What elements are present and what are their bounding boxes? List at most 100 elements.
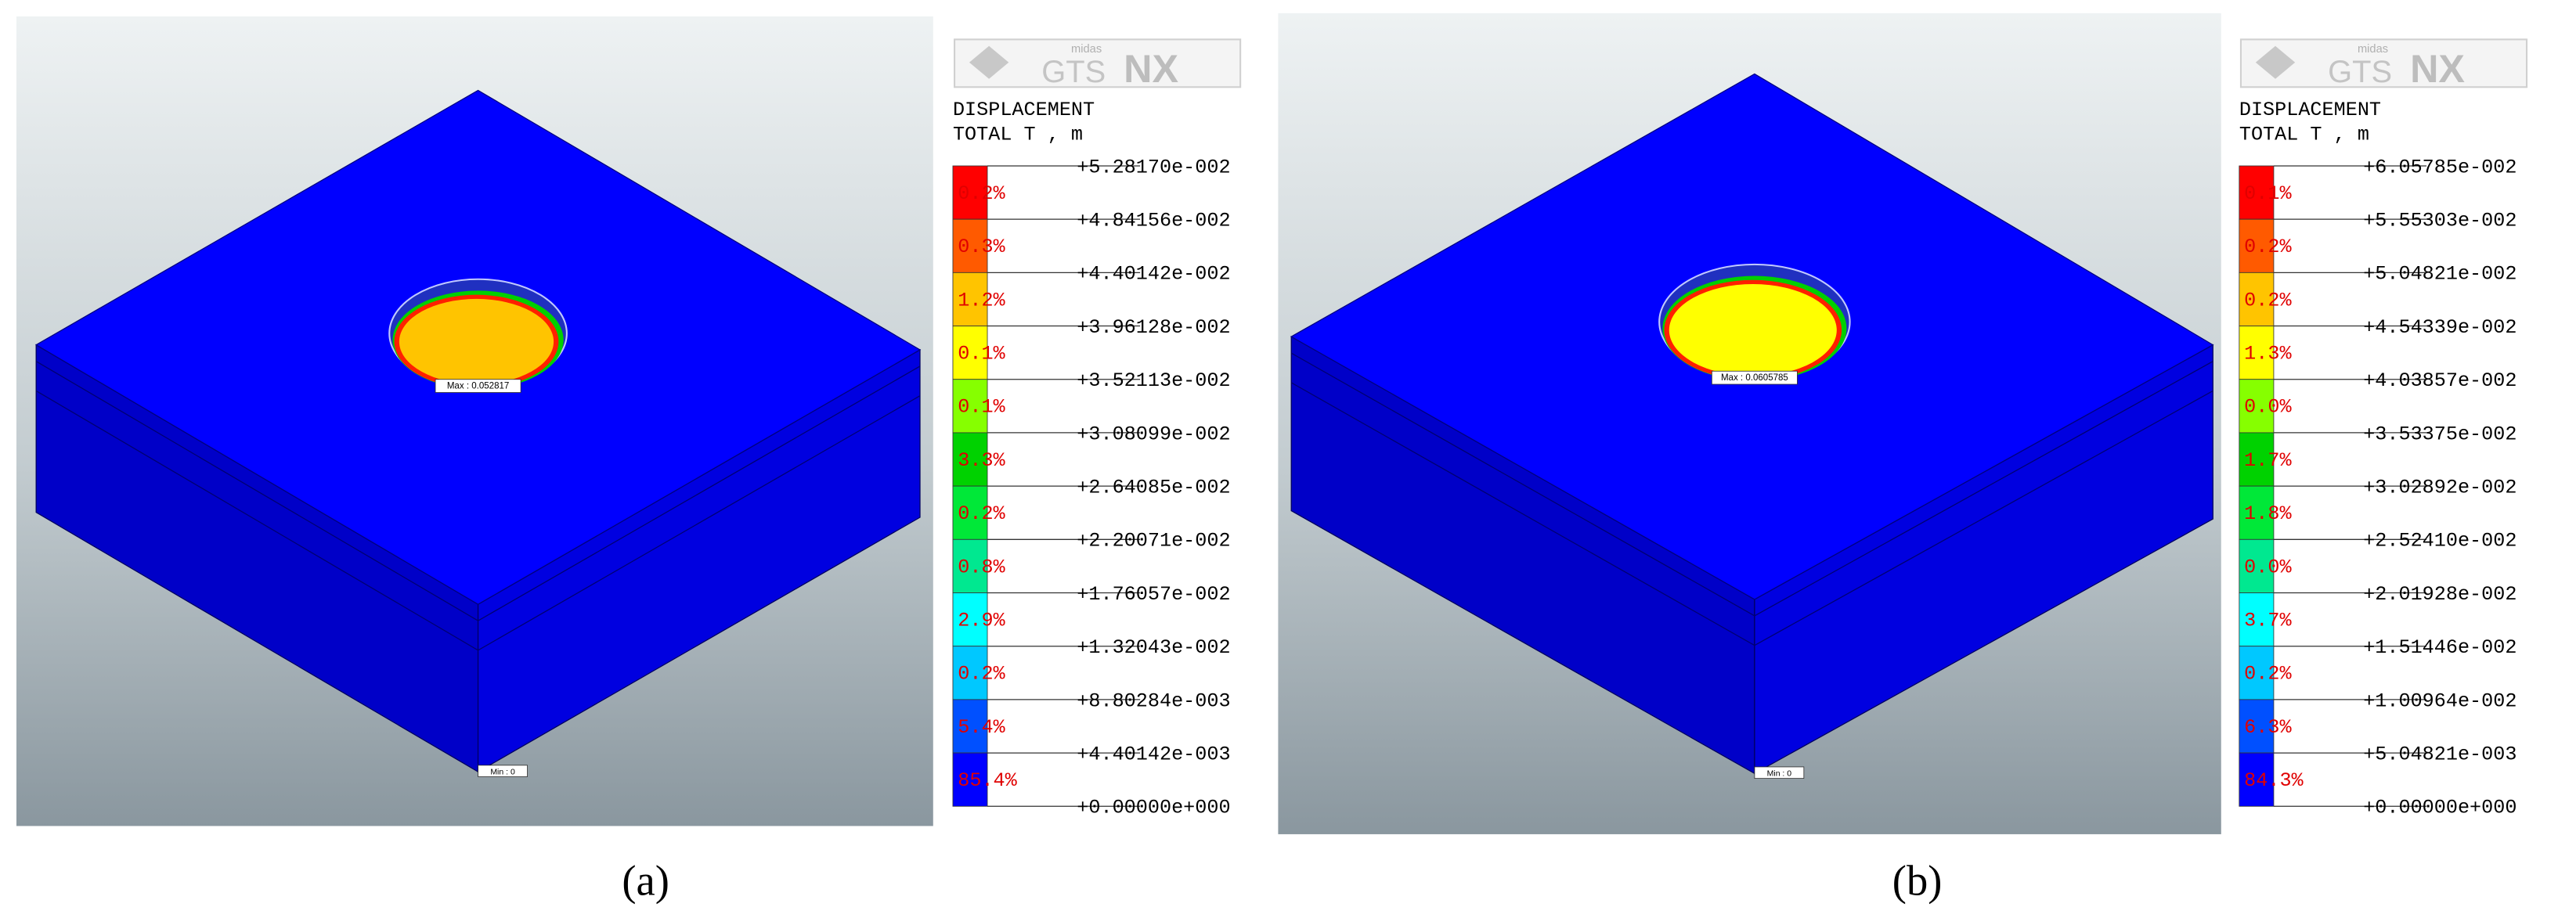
legend-subtitle: TOTAL T , m bbox=[2239, 123, 2369, 146]
min-tag bbox=[1754, 766, 1805, 779]
legend-title: DISPLACEMENT bbox=[2239, 99, 2381, 121]
legend-percentage: 0.1% bbox=[2244, 182, 2292, 205]
legend-level: +3.02892e-002 bbox=[2363, 477, 2516, 499]
layer-line bbox=[35, 390, 921, 651]
min-label: Min : 0 bbox=[490, 768, 515, 776]
legend-percentage: 0.3% bbox=[958, 236, 1005, 258]
legend-level: +2.20071e-002 bbox=[1077, 530, 1230, 553]
legend-band bbox=[952, 538, 988, 593]
legend-band bbox=[952, 272, 988, 326]
legend-band bbox=[952, 485, 988, 540]
legend-level: +3.52113e-002 bbox=[1077, 369, 1230, 392]
logo-suffix: NX bbox=[2410, 46, 2465, 91]
legend-level: +4.84156e-002 bbox=[1077, 210, 1230, 232]
legend-percentage: 0.2% bbox=[958, 663, 1005, 686]
legend-level: +3.53375e-002 bbox=[2363, 423, 2516, 445]
legend-subtitle: TOTAL T , m bbox=[953, 123, 1083, 146]
logo-product: GTS bbox=[2328, 55, 2392, 89]
legend-background bbox=[940, 16, 1252, 826]
legend-level: +2.52410e-002 bbox=[2363, 530, 2516, 553]
legend-percentage: 0.2% bbox=[2244, 236, 2292, 258]
legend-percentage: 3.3% bbox=[958, 449, 1005, 472]
legend-percentage: 2.9% bbox=[958, 609, 1005, 632]
legend-band bbox=[952, 379, 988, 434]
legend-percentage: 0.2% bbox=[2244, 289, 2292, 311]
legend-level: +4.54339e-002 bbox=[2363, 316, 2516, 339]
max-tag bbox=[435, 379, 521, 393]
logo-suffix: NX bbox=[1124, 46, 1178, 91]
legend-band bbox=[2239, 326, 2275, 380]
legend-percentage: 0.0% bbox=[2244, 556, 2292, 578]
legend-percentage: 1.2% bbox=[958, 289, 1005, 311]
panel-label: (b) bbox=[1892, 857, 1943, 905]
legend-percentage: 85.4% bbox=[958, 769, 1017, 792]
legend-level: +5.04821e-003 bbox=[2363, 743, 2516, 765]
legend-level: +4.03857e-002 bbox=[2363, 369, 2516, 392]
legend-band bbox=[2239, 432, 2275, 487]
logo-brand: midas bbox=[2358, 43, 2388, 56]
contour-core bbox=[399, 298, 554, 385]
legend-level: +2.64085e-002 bbox=[1077, 477, 1230, 499]
legend-level: +8.80284e-003 bbox=[1077, 689, 1230, 712]
legend-level: +4.40142e-002 bbox=[1077, 263, 1230, 286]
legend-band bbox=[2239, 752, 2275, 807]
layer-line bbox=[1290, 382, 2213, 646]
legend-background bbox=[2226, 16, 2538, 826]
legend-level: +5.04821e-002 bbox=[2363, 263, 2516, 286]
logo-product: GTS bbox=[1041, 55, 1106, 89]
legend-band bbox=[2239, 646, 2275, 700]
legend-percentage: 0.8% bbox=[958, 556, 1005, 578]
legend-level: +3.96128e-002 bbox=[1077, 316, 1230, 339]
legend-band bbox=[952, 699, 988, 754]
legend-percentage: 6.3% bbox=[2244, 716, 2292, 739]
panel-label: (a) bbox=[622, 857, 669, 905]
legend-level: +6.05785e-002 bbox=[2363, 156, 2516, 178]
legend-percentage: 84.3% bbox=[2244, 769, 2304, 792]
legend-percentage: 0.2% bbox=[958, 502, 1005, 525]
legend-band bbox=[952, 432, 988, 487]
layer-line bbox=[1290, 352, 2213, 617]
legend-band bbox=[952, 592, 988, 647]
legend-band bbox=[952, 752, 988, 807]
max-label: Max : 0.052817 bbox=[447, 381, 510, 391]
legend-level: +1.51446e-002 bbox=[2363, 636, 2516, 659]
legend-percentage: 0.2% bbox=[958, 182, 1005, 205]
logo-brand: midas bbox=[1071, 43, 1102, 56]
legend-percentage: 1.3% bbox=[2244, 343, 2292, 365]
legend-level: +1.32043e-002 bbox=[1077, 636, 1230, 659]
legend-band bbox=[2239, 379, 2275, 434]
logo-icon bbox=[2255, 45, 2296, 79]
legend-band bbox=[2239, 485, 2275, 540]
legend-level: +0.00000e+000 bbox=[1077, 797, 1230, 819]
legend-percentage: 0.1% bbox=[958, 396, 1005, 419]
min-label: Min : 0 bbox=[1767, 769, 1792, 778]
legend-percentage: 5.4% bbox=[958, 716, 1005, 739]
legend-band bbox=[2239, 165, 2275, 220]
max-tag bbox=[1711, 370, 1798, 385]
legend-percentage: 0.0% bbox=[2244, 396, 2292, 419]
legend-percentage: 1.8% bbox=[2244, 502, 2292, 525]
legend-level: +1.76057e-002 bbox=[1077, 583, 1230, 606]
legend-level: +1.00964e-002 bbox=[2363, 689, 2516, 712]
legend-band bbox=[2239, 538, 2275, 593]
max-label: Max : 0.0605785 bbox=[1721, 373, 1788, 383]
legend-percentage: 0.1% bbox=[958, 343, 1005, 365]
min-tag bbox=[478, 765, 528, 777]
legend-percentage: 1.7% bbox=[2244, 449, 2292, 472]
legend-band bbox=[2239, 699, 2275, 754]
legend-percentage: 3.7% bbox=[2244, 609, 2292, 632]
layer-line bbox=[35, 361, 921, 621]
contour-core bbox=[1669, 284, 1837, 376]
legend-band bbox=[952, 326, 988, 380]
legend-level: +2.01928e-002 bbox=[2363, 583, 2516, 606]
legend-percentage: 0.2% bbox=[2244, 663, 2292, 686]
legend-title: DISPLACEMENT bbox=[953, 99, 1095, 121]
legend-level: +3.08099e-002 bbox=[1077, 423, 1230, 445]
legend-level: +0.00000e+000 bbox=[2363, 797, 2516, 819]
legend-level: +5.55303e-002 bbox=[2363, 210, 2516, 232]
legend-level: +5.28170e-002 bbox=[1077, 156, 1230, 178]
